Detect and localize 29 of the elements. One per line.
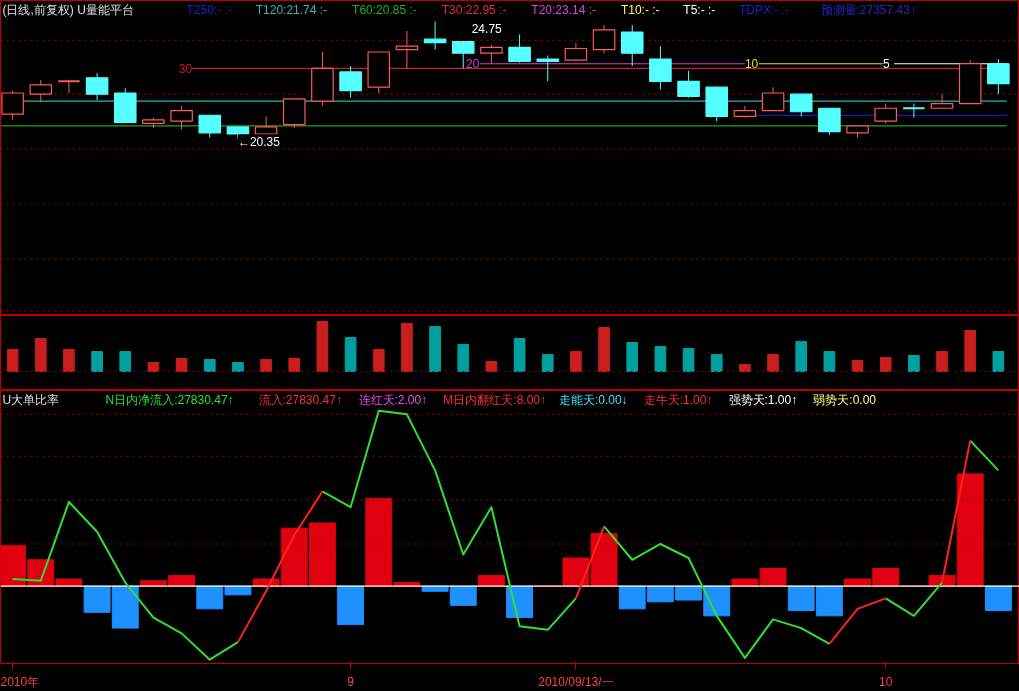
annotation: 30 <box>178 62 193 76</box>
x-tick-label: 10 <box>879 674 893 689</box>
chart-title: U大单比率 <box>2 392 60 407</box>
text: 强势天:1.00↑ <box>728 392 798 407</box>
x-tick-label: 2010/09/13/一 <box>538 674 614 689</box>
text: 流入:27830.47↑ <box>258 392 342 407</box>
text: T250:- :- <box>186 2 232 17</box>
text: N日内净流入:27830.47↑ <box>105 392 234 407</box>
annotation: 20 <box>466 57 480 71</box>
text: 走能天:0.00↓ <box>558 392 628 407</box>
text: 走牛天:1.00↑ <box>643 392 713 407</box>
annotation: 24.75 <box>471 22 503 36</box>
chart-title: (日线,前复权) U量能平台 <box>2 2 134 17</box>
text: 预测量:27357.43↑ <box>820 2 916 17</box>
text: M日内翻红天:8.00↑ <box>443 392 546 407</box>
text: T5:- :- <box>683 2 716 17</box>
text: T120:21.74 :- <box>255 2 328 17</box>
text: T10:- :- <box>620 2 660 17</box>
text: 弱势天:0.00 <box>813 392 877 407</box>
text: T30:22.95 :- <box>441 2 507 17</box>
text: TDPX:- :- <box>738 2 789 17</box>
text: T20:23.14 :- <box>531 2 597 17</box>
text: T60:20.85 :- <box>352 2 417 17</box>
text: 连红天:2.00↑ <box>358 392 428 407</box>
annotation: ←20.35 <box>237 134 281 149</box>
x-tick-label: 9 <box>347 674 355 689</box>
x-tick-label: 2010年 <box>0 674 40 689</box>
annotation: 5 <box>882 57 890 71</box>
annotation: 10 <box>744 57 759 71</box>
